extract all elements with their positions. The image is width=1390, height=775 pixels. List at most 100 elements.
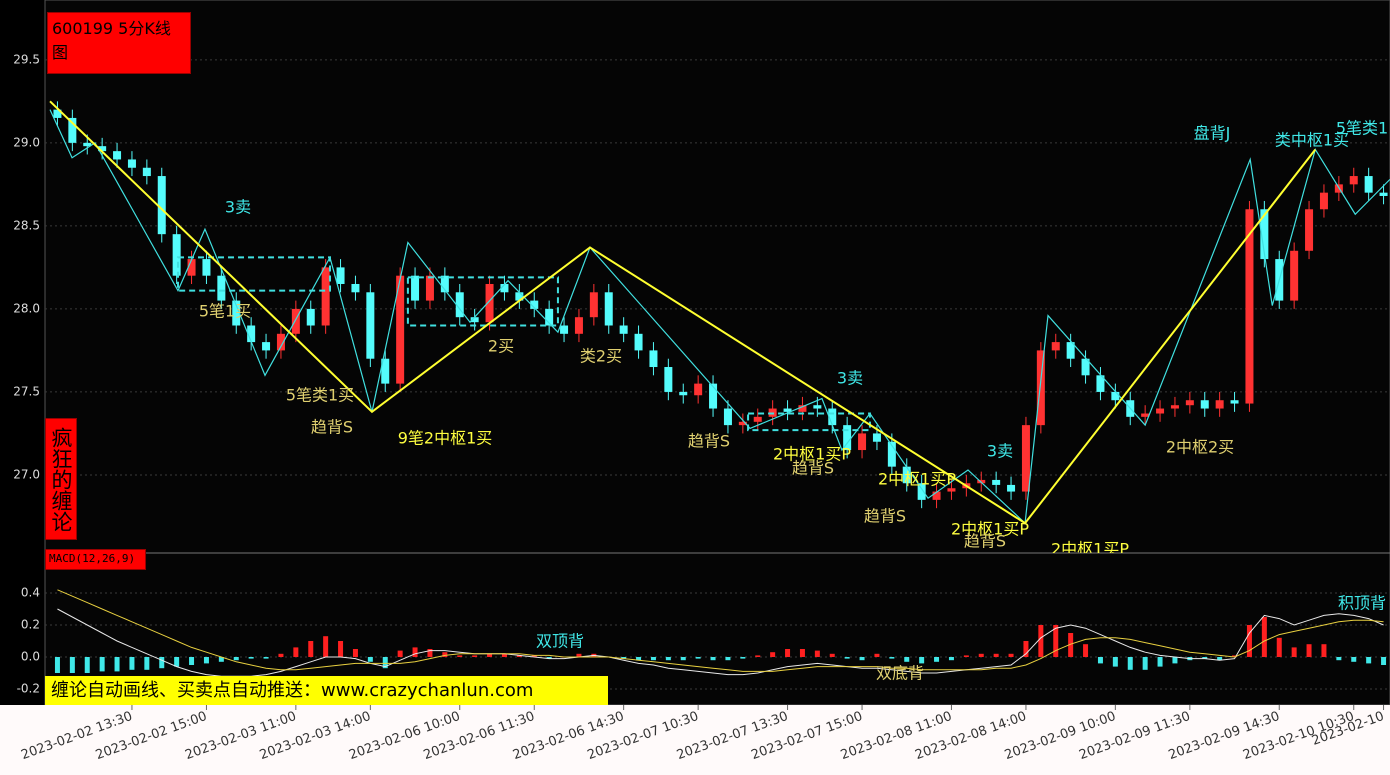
annotation: 类中枢1买 — [1275, 131, 1349, 150]
macd-bar — [1321, 644, 1327, 657]
candle-body — [1036, 350, 1045, 426]
annotation: 盘背J — [1194, 124, 1231, 143]
candle-body — [649, 350, 658, 368]
candle-body — [1007, 484, 1016, 492]
candle-body — [723, 408, 732, 426]
candle-body — [1245, 209, 1254, 404]
macd-bar — [352, 649, 358, 657]
macd-bar — [814, 650, 820, 657]
candle-body — [306, 308, 315, 326]
chart-title: 600199 5分K线图 — [47, 12, 191, 74]
macd-bar — [904, 657, 910, 662]
macd-bar — [1172, 657, 1178, 664]
candle-body — [396, 275, 405, 384]
candle-body — [1066, 342, 1075, 359]
annotation: 5笔1买 — [199, 302, 251, 321]
annotation: 积顶背 — [1338, 594, 1386, 613]
annotation: 趋背S — [864, 507, 906, 526]
macd-bar — [1157, 657, 1163, 667]
annotation: 2中枢2买 — [1166, 438, 1234, 457]
candle-body — [694, 383, 703, 396]
candle-body — [440, 275, 449, 293]
macd-bar — [546, 657, 552, 659]
macd-bar — [531, 655, 537, 657]
candle-body — [172, 234, 181, 276]
candle-body — [1051, 342, 1060, 351]
macd-bar — [1112, 657, 1118, 667]
candle-body — [83, 142, 92, 147]
candle-body — [1111, 391, 1120, 401]
annotation: 双顶背 — [536, 632, 584, 651]
candle-body — [783, 408, 792, 412]
macd-bar — [1068, 633, 1074, 657]
macd-bar — [1306, 644, 1312, 657]
macd-bar — [621, 657, 627, 659]
candle-body — [872, 433, 881, 442]
candle-body — [619, 325, 628, 334]
macd-bar — [382, 657, 388, 669]
candle-body — [1200, 400, 1209, 409]
macd-bar — [1232, 655, 1238, 657]
macd-bar — [129, 657, 135, 670]
annotation: 类2买 — [580, 347, 622, 366]
macd-bar — [710, 657, 716, 661]
macd-bar — [695, 657, 701, 659]
macd-bar — [233, 657, 239, 661]
candle-body — [574, 317, 583, 334]
candle-body — [738, 421, 747, 426]
macd-bar — [472, 655, 478, 657]
candle-body — [530, 300, 539, 309]
macd-bar — [859, 657, 865, 661]
candle-body — [604, 292, 613, 326]
candle-body — [709, 383, 718, 409]
annotation: 2中枢1买P — [773, 445, 851, 464]
macd-bar — [1291, 647, 1297, 657]
macd-bar — [1023, 641, 1029, 657]
candle-body — [500, 283, 509, 293]
candle-body — [679, 391, 688, 396]
candle-body — [1096, 375, 1105, 392]
candle-body — [902, 466, 911, 484]
candle-body — [813, 405, 822, 409]
candle-body — [232, 300, 241, 326]
macd-bar — [1336, 657, 1342, 661]
candle-body — [1185, 400, 1194, 406]
y-tick-label: 29.0 — [13, 135, 40, 149]
annotation: 趋背S — [311, 418, 353, 437]
macd-bar — [248, 657, 254, 659]
candle-body — [336, 267, 345, 284]
macd-bar — [69, 657, 75, 673]
macd-bar — [367, 657, 373, 662]
macd-line — [57, 608, 1384, 677]
macd-bar — [54, 657, 60, 673]
annotation: 2中枢1买P — [1051, 540, 1129, 559]
macd-bar — [770, 652, 776, 657]
macd-bar — [948, 657, 954, 661]
macd-bar — [218, 657, 224, 662]
bi-line — [49, 109, 1390, 525]
candle-body — [68, 117, 77, 143]
candle-body — [247, 325, 256, 343]
annotation: 5笔类1买 — [286, 386, 354, 405]
macd-bar — [1097, 657, 1103, 664]
candle-body — [217, 275, 226, 301]
macd-bar — [1276, 637, 1282, 657]
candle-body — [1379, 192, 1388, 196]
macd-bar — [203, 657, 209, 664]
y-tick-label: 29.5 — [13, 52, 40, 66]
candle-body — [262, 342, 271, 351]
banner: 缠论自动画线、买卖点自动推送：www.crazychanlun.com — [45, 676, 608, 705]
macd-bar — [799, 649, 805, 657]
macd-bar — [263, 657, 269, 659]
macd-bar — [785, 649, 791, 657]
y-tick-label: 28.0 — [13, 301, 40, 315]
macd-bar — [1053, 625, 1059, 657]
candle-body — [187, 259, 196, 276]
candle-body — [634, 333, 643, 351]
zhongshu-box — [406, 276, 559, 327]
zhongshu-box — [747, 412, 871, 432]
candle-body — [157, 176, 166, 235]
macd-bar — [889, 657, 895, 659]
